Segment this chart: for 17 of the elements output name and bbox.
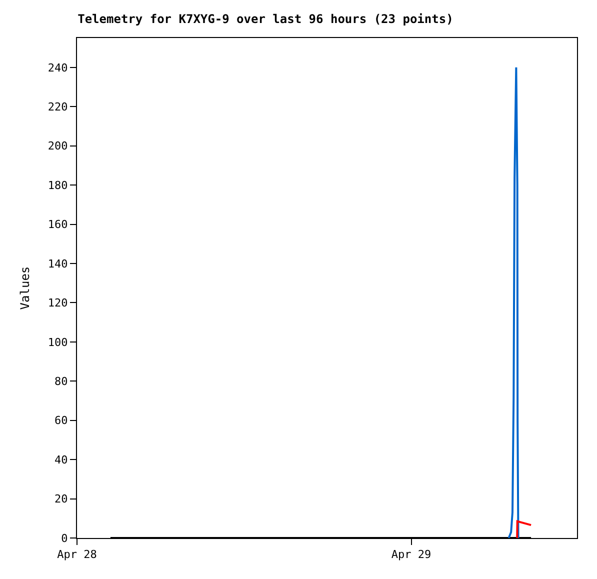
y-axis-title: Values bbox=[18, 266, 32, 310]
chart-title: Telemetry for K7XYG-9 over last 96 hours (23 points) bbox=[78, 12, 454, 26]
y-tick-label: 100 bbox=[48, 336, 68, 349]
y-tick-label: 60 bbox=[54, 414, 68, 428]
x-tick-label: Apr 29 bbox=[391, 548, 432, 562]
y-tick-label: 0 bbox=[61, 532, 68, 545]
y-tick-label: 200 bbox=[48, 140, 68, 153]
y-tick-label: 160 bbox=[48, 218, 68, 232]
y-tick-label: 140 bbox=[48, 257, 68, 270]
y-tick-label: 20 bbox=[54, 492, 68, 506]
y-tick-label: 180 bbox=[48, 178, 68, 192]
y-tick-label: 240 bbox=[48, 61, 68, 74]
x-tick-label: Apr 28 bbox=[57, 548, 97, 562]
y-tick-label: 80 bbox=[54, 374, 68, 388]
y-tick-label: 220 bbox=[48, 100, 68, 114]
y-tick-label: 40 bbox=[54, 453, 68, 466]
y-tick-label: 120 bbox=[48, 296, 68, 310]
